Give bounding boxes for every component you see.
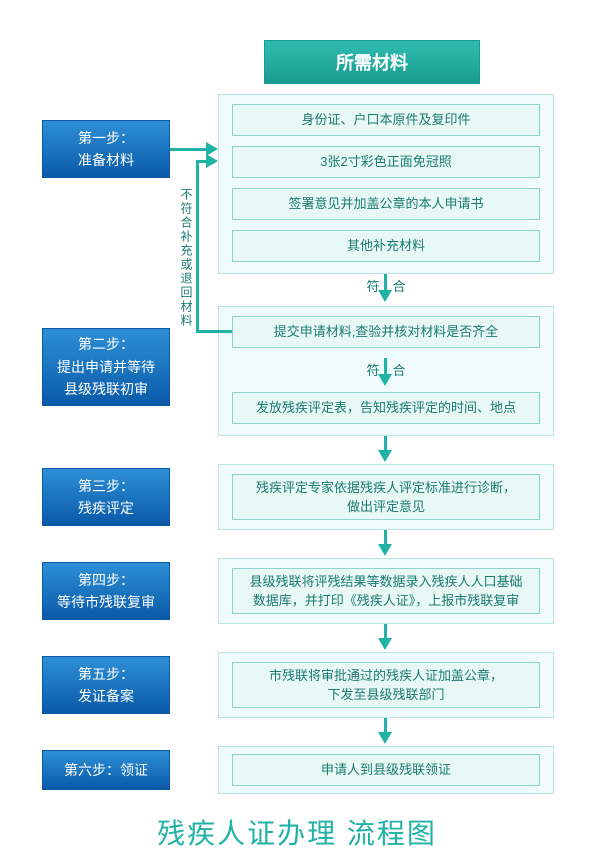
materials-header-text: 所需材料 [336, 49, 408, 75]
content-issue: 发放残疾评定表，告知残疾评定的时间、地点 [232, 392, 540, 424]
arrow-down-1 [378, 290, 392, 302]
content-submit: 提交申请材料,查验并核对材料是否齐全 [232, 316, 540, 348]
step-5: 第五步： 发证备案 [42, 656, 170, 714]
step-1-line1: 第一步： [78, 130, 134, 146]
content-assess: 残疾评定专家依据残疾人评定标准进行诊断， 做出评定意见 [232, 474, 540, 520]
return-label: 不符合补充或退回材料 [178, 188, 195, 328]
material-4: 其他补充材料 [232, 230, 540, 262]
material-3: 签署意见并加盖公章的本人申请书 [232, 188, 540, 220]
arrow-stem-6 [384, 718, 387, 732]
arrow-stem-3 [384, 436, 387, 450]
material-2: 3张2寸彩色正面免冠照 [232, 146, 540, 178]
return-v1 [196, 160, 199, 333]
arrow-stem-5 [384, 624, 387, 638]
material-1: 身份证、户口本原件及复印件 [232, 104, 540, 136]
content-record: 县级残联将评残结果等数据录入残疾人人口基础 数据库，并打印《残疾人证》，上报市残… [232, 568, 540, 614]
arrow-stem-2 [384, 358, 387, 374]
step-2-line2: 提出申请并等待 [57, 359, 155, 375]
step-6: 第六步：领证 [42, 750, 170, 790]
arrow-stem-4 [384, 530, 387, 544]
arrow-down-6 [378, 732, 392, 744]
materials-header: 所需材料 [264, 40, 480, 84]
step-4: 第四步： 等待市残联复审 [42, 562, 170, 620]
arrow-down-4 [378, 544, 392, 556]
content-seal: 市残联将审批通过的残疾人证加盖公章， 下发至县级残联部门 [232, 662, 540, 708]
content-collect: 申请人到县级残联领证 [232, 754, 540, 786]
arrow-stem-1 [384, 274, 387, 290]
return-arrow [206, 154, 218, 168]
step-1: 第一步： 准备材料 [42, 120, 170, 178]
return-h1 [196, 330, 232, 333]
arrow-down-3 [378, 450, 392, 462]
step-1-line2: 准备材料 [78, 152, 134, 168]
flowchart-canvas: 所需材料 第一步： 准备材料 身份证、户口本原件及复印件 3张2寸彩色正面免冠照… [0, 0, 594, 854]
step-2-line1: 第二步： [78, 336, 134, 352]
page-title: 残疾人证办理 流程图 [0, 812, 594, 852]
arrow-down-2 [378, 374, 392, 386]
arrow-down-5 [378, 638, 392, 650]
arrow-h-1 [170, 148, 206, 151]
step-2: 第二步： 提出申请并等待 县级残联初审 [42, 328, 170, 406]
step-2-line3: 县级残联初审 [64, 381, 148, 397]
step-3: 第三步： 残疾评定 [42, 468, 170, 526]
